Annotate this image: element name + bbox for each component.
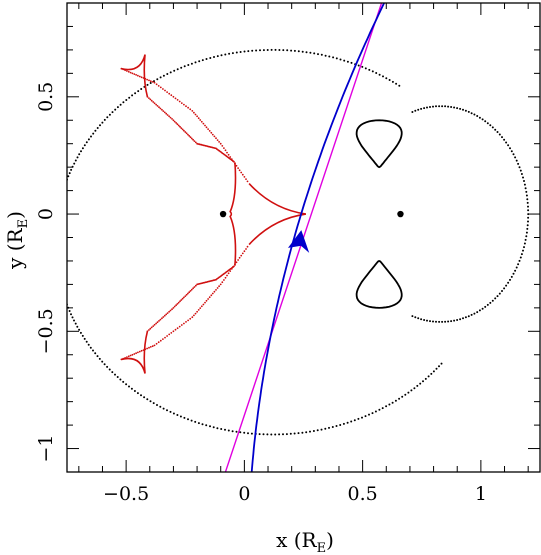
critical-curve-right	[411, 105, 530, 323]
trajectory-arrow	[287, 230, 310, 253]
caustic-dots-lower	[146, 265, 235, 333]
plot-frame	[66, 2, 541, 473]
tick-labels: −0.5 0 0.5 1 −1 −0.5 0 0.5	[35, 82, 487, 505]
x-tick-label: 0	[238, 483, 250, 505]
y-axis-label: y (RE)	[3, 211, 31, 270]
caustic-dots-upper	[146, 95, 235, 163]
y-tick-label: 0	[35, 208, 57, 220]
x-axis-label: x (RE)	[276, 528, 334, 555]
y-tick-label: −0.5	[35, 308, 57, 354]
critical-oval-lower	[355, 260, 403, 309]
critical-curve-outer	[67, 48, 443, 436]
lens-1	[219, 210, 227, 218]
x-tick-label: 0.5	[348, 483, 378, 505]
lens-2	[397, 210, 404, 218]
critical-oval-upper	[355, 119, 403, 169]
axis-ticks	[67, 2, 540, 473]
caustic-central	[229, 162, 237, 266]
curved-trajectory	[250, 3, 385, 472]
caustic-right-arm-upper	[248, 183, 306, 215]
caustic-dots-lower-2	[120, 245, 249, 361]
caustic-dots-upper-2	[120, 67, 249, 183]
caustic-lower-left	[121, 331, 149, 374]
y-tick-label: −1	[35, 435, 57, 463]
caustic-right-arm-lower	[248, 213, 306, 246]
caustic-upper-left	[121, 54, 149, 97]
plot-area	[67, 3, 530, 472]
x-tick-label: 1	[475, 483, 487, 505]
y-tick-label: 0.5	[35, 82, 57, 112]
x-tick-label: −0.5	[103, 483, 149, 505]
